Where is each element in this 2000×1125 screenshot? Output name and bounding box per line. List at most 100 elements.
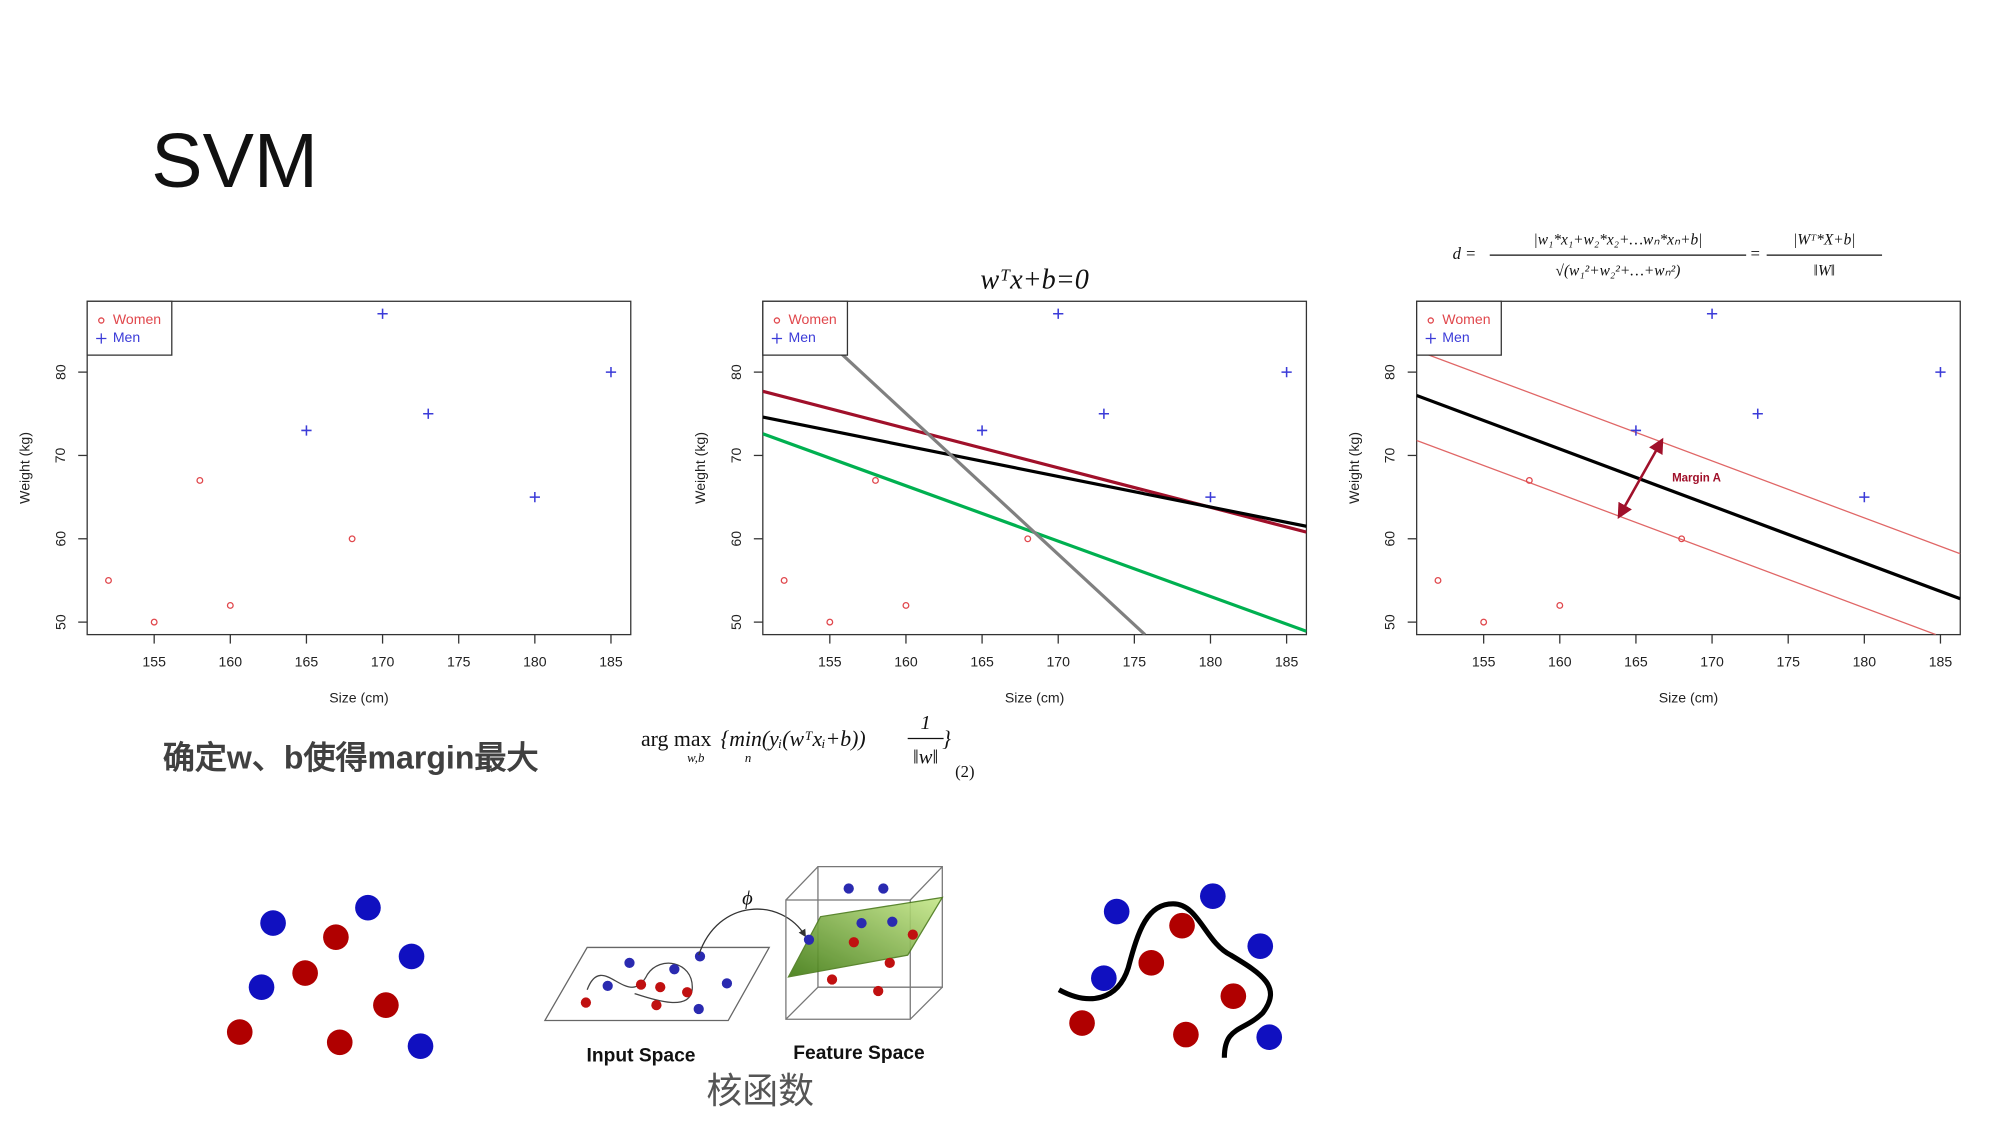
x-tick-label: 175: [1776, 654, 1800, 670]
y-tick-label: 70: [1382, 447, 1398, 463]
argmax-formula: arg max w,b {min(yᵢ(wᵀxᵢ+b)) n 1 ‖w‖ } (…: [641, 712, 975, 781]
x-tick-label: 155: [142, 654, 166, 670]
formula-num: |w₁*x₁+w₂*x₂+…wₙ*xₙ+b|: [1534, 232, 1703, 249]
point: [196, 476, 204, 484]
kernel-diagram: ϕ Input Space Feature Space 核函数: [543, 866, 944, 1111]
x-tick-label: 160: [1548, 654, 1572, 670]
x-tick-label: 175: [447, 654, 471, 670]
point: [1678, 535, 1686, 543]
fit-line: [1416, 439, 1937, 635]
y-axis-label: Weight (kg): [1346, 432, 1362, 504]
point: [826, 618, 834, 626]
point: [1630, 425, 1642, 436]
y-tick-label: 80: [52, 364, 68, 380]
fit-line: [839, 351, 1147, 635]
dot: [323, 924, 349, 950]
dot: [373, 992, 399, 1018]
x-tick-label: 160: [894, 654, 918, 670]
legend-marker: [773, 317, 781, 324]
dot: [1091, 965, 1117, 992]
x-tick-label: 165: [970, 654, 994, 670]
point: [423, 408, 434, 419]
x-tick-label: 180: [523, 654, 547, 670]
fit-line: [762, 415, 1307, 528]
dot: [1200, 883, 1226, 909]
dots-nonlinear: [1057, 883, 1283, 1058]
y-tick-label: 50: [52, 614, 68, 630]
chart: 155 160 165 170 175 180 185 50 60 70 80 Size (cm) We…: [16, 300, 632, 705]
legend-frame: [762, 300, 849, 356]
point: [529, 491, 540, 503]
point: [872, 476, 879, 484]
point: [976, 425, 988, 436]
dot: [260, 910, 286, 936]
x-tick-label: 175: [1123, 654, 1147, 670]
y-tick-label: 60: [728, 531, 744, 547]
dot: [292, 960, 318, 986]
point: [1706, 308, 1718, 319]
point: [1205, 491, 1216, 503]
dot: [1138, 950, 1165, 976]
boundary-curve: [1057, 901, 1273, 1058]
formula-number: (2): [955, 762, 974, 781]
point: [150, 618, 158, 626]
mapping-arrow: [698, 908, 806, 956]
plot-frame: [1416, 300, 1961, 636]
kernel-label: 核函数: [706, 1071, 814, 1111]
x-tick-label: 155: [818, 654, 842, 670]
dot: [1256, 1024, 1283, 1050]
point: [226, 601, 234, 609]
legend-marker: [771, 333, 783, 344]
legend-marker: [98, 317, 105, 324]
point: [605, 366, 617, 378]
point: [1024, 535, 1032, 543]
feature-label: Feature Space: [793, 1043, 925, 1064]
point: [1935, 366, 1946, 378]
formula-num: 1: [921, 712, 931, 734]
x-tick-label: 160: [219, 654, 243, 670]
point: [105, 576, 112, 584]
y-tick-label: 60: [52, 531, 68, 547]
x-tick-label: 170: [371, 654, 395, 670]
point: [1859, 491, 1870, 503]
x-axis-label: Size (cm): [1659, 689, 1719, 705]
y-axis-label: Weight (kg): [16, 432, 32, 504]
x-tick-label: 170: [1046, 654, 1070, 670]
x-tick-label: 185: [1275, 654, 1299, 670]
dot: [326, 1029, 353, 1056]
y-tick-label: 60: [1382, 531, 1398, 547]
legend-marker: [1425, 333, 1436, 344]
dot: [355, 894, 381, 921]
caption: 确定w、b使得margin最大: [163, 740, 539, 776]
y-tick-label: 70: [52, 447, 68, 463]
x-tick-label: 185: [599, 654, 623, 670]
dot: [398, 943, 425, 970]
formula-num: |Wᵀ*X+b|: [1793, 232, 1855, 249]
legend-label: Women: [1442, 311, 1490, 327]
x-tick-label: 180: [1199, 654, 1223, 670]
formula-den: ‖W‖: [1814, 262, 1835, 279]
annotation: Margin A: [1672, 472, 1722, 484]
dot: [1247, 933, 1274, 959]
point: [1281, 366, 1292, 378]
point: [1053, 308, 1064, 319]
y-tick-label: 50: [728, 614, 744, 630]
legend-marker: [1427, 317, 1434, 324]
point: [348, 535, 356, 543]
formula-lhs: d =: [1453, 244, 1477, 263]
dot: [226, 1019, 253, 1045]
input-label: Input Space: [587, 1045, 696, 1066]
point: [1556, 601, 1564, 609]
legend-frame: [86, 300, 173, 356]
legend-label: Men: [788, 329, 815, 345]
x-tick-label: 155: [1472, 654, 1496, 670]
y-axis-label: Weight (kg): [692, 432, 708, 504]
x-tick-label: 170: [1700, 654, 1724, 670]
legend-frame: [1416, 300, 1502, 356]
x-tick-label: 165: [1624, 654, 1648, 670]
x-axis-label: Size (cm): [1005, 689, 1065, 705]
legend-marker: [96, 333, 107, 344]
legend-label: Women: [113, 311, 161, 327]
